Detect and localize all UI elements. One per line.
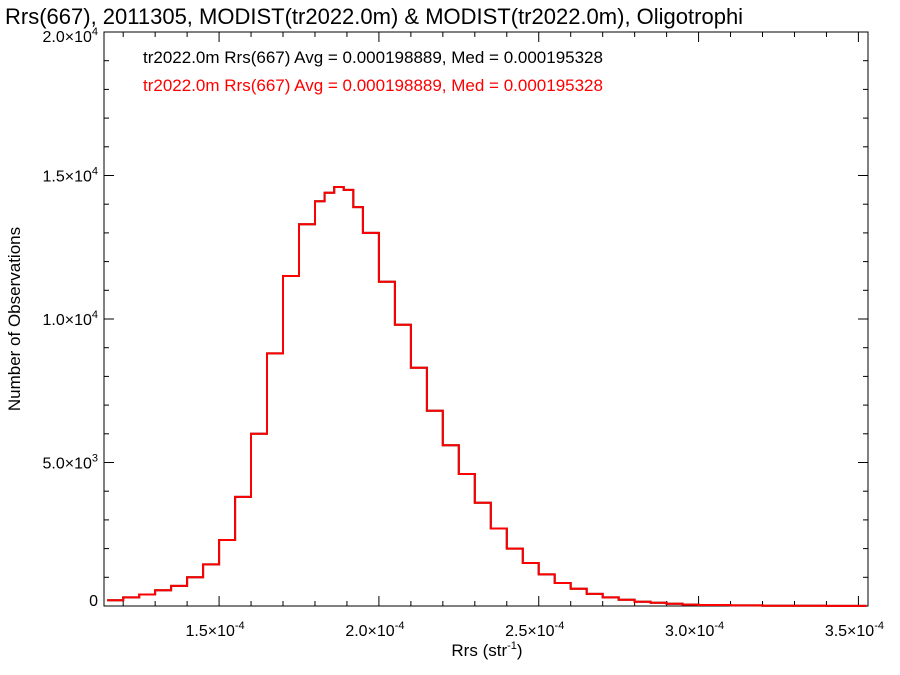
x-tick-label-exponent: -4: [555, 620, 565, 632]
x-tick-label: 2.5×10-4: [505, 620, 564, 640]
x-tick-label-mantissa: 2.0×10: [345, 623, 394, 640]
series-layer: [107, 186, 867, 607]
x-tick-label-exponent: -4: [395, 620, 405, 632]
x-axis-label-main: Rrs (str: [451, 641, 507, 660]
x-tick-label-exponent: -4: [235, 620, 245, 632]
x-tick-labels: 1.5×10-4 2.0×10-4 2.5×10-4 3.0×10-4 3.5×10-4: [185, 620, 884, 640]
x-axis-label-suffix: ): [517, 641, 523, 660]
x-tick-label-mantissa: 3.0×10: [665, 623, 714, 640]
plot-frame: [103, 31, 869, 607]
x-tick-label: 3.5×10-4: [825, 620, 884, 640]
y-tick-label: 1.5×104: [42, 166, 98, 186]
x-axis-label-exp: -1: [507, 640, 517, 652]
x-tick-label-exponent: -4: [714, 620, 724, 632]
y-tick-label: 2.0×104: [42, 26, 98, 46]
series-line-red: [107, 186, 867, 607]
y-tick-label-exponent: 4: [92, 309, 98, 321]
y-tick-label-mantissa: 1.0×10: [42, 312, 91, 329]
x-axis-label: Rrs (str-1): [451, 640, 522, 660]
y-tick-label: 5.0×103: [42, 453, 98, 473]
x-tick-label-exponent: -4: [874, 620, 884, 632]
y-axis-label: Number of Observations: [5, 227, 24, 411]
x-tick-label-mantissa: 2.5×10: [505, 623, 554, 640]
y-tick-label-exponent: 4: [92, 26, 98, 38]
y-tick-label-exponent: 3: [92, 453, 98, 465]
chart-title: Rrs(667), 2011305, MODIST(tr2022.0m) & M…: [5, 4, 743, 29]
legend-entry-black: tr2022.0m Rrs(667) Avg = 0.000198889, Me…: [143, 48, 603, 67]
series-line-black: [107, 186, 867, 607]
y-tick-label: 0: [89, 593, 98, 610]
y-tick-label-mantissa: 2.0×10: [42, 29, 91, 46]
y-tick-label-exponent: 4: [92, 166, 98, 178]
y-tick-label-mantissa: 1.5×10: [42, 169, 91, 186]
axis-ticks: [104, 31, 868, 607]
x-tick-label: 1.5×10-4: [185, 620, 244, 640]
x-tick-label-mantissa: 1.5×10: [185, 623, 234, 640]
y-tick-label-mantissa: 0: [89, 593, 98, 610]
y-tick-label: 1.0×104: [42, 309, 98, 329]
x-tick-label: 3.0×10-4: [665, 620, 724, 640]
x-tick-label-mantissa: 3.5×10: [825, 623, 874, 640]
y-tick-label-mantissa: 5.0×10: [42, 456, 91, 473]
legend-entry-red: tr2022.0m Rrs(667) Avg = 0.000198889, Me…: [143, 76, 603, 95]
x-tick-label: 2.0×10-4: [345, 620, 404, 640]
